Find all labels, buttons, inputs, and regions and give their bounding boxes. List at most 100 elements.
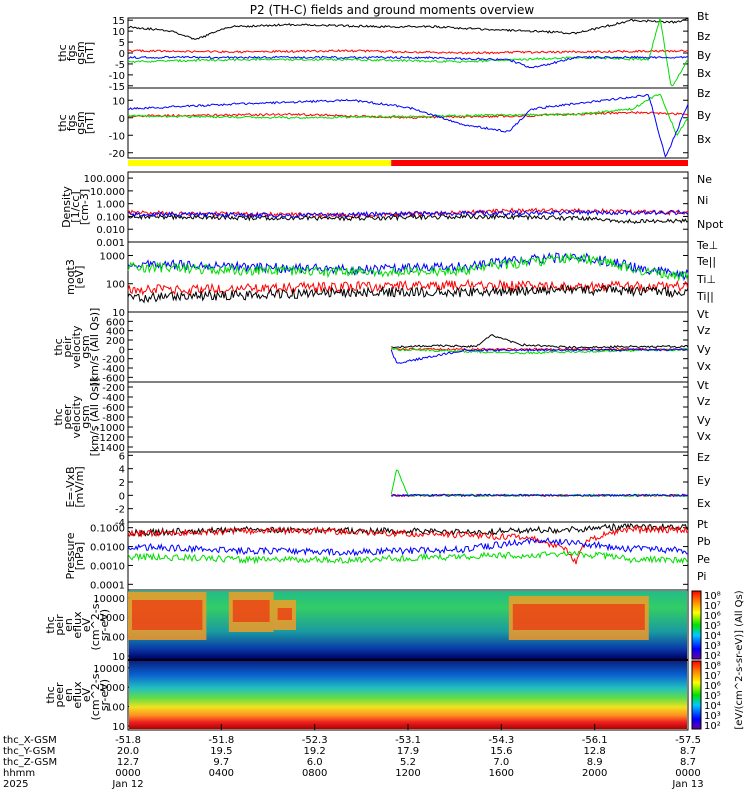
colorbar-tick-label: 10⁶ (704, 681, 721, 692)
y-tick-label: 100 (106, 703, 125, 714)
legend-entry: Ex (697, 497, 711, 510)
y-tick-label: -800 (102, 413, 125, 424)
y-tick-label: 1.000 (96, 200, 125, 211)
y-tick-label: 10 (112, 308, 125, 319)
y-tick-label: -4 (115, 518, 125, 529)
legend-entry: Vy (697, 414, 711, 427)
x-axis-row-label: hhmm (3, 768, 35, 779)
y-axis-label: en (62, 688, 75, 702)
legend-entry: By (697, 49, 712, 62)
series-ey-line (390, 469, 689, 498)
series-bz-line (127, 49, 689, 55)
y-axis-label: [cm-3] (78, 189, 91, 225)
x-axis-value: 6.0 (307, 757, 323, 768)
y-axis-label: Density (60, 186, 73, 228)
y-tick-label: 10 (112, 652, 125, 663)
y-axis-label: en (62, 618, 75, 632)
series-vx-line (390, 348, 689, 364)
y-tick-label: 0 (119, 491, 125, 502)
x-axis-value: 12.7 (117, 757, 139, 768)
y-axis-label: gsm (74, 111, 87, 134)
y-tick-label: -1200 (96, 433, 125, 444)
series-vt-line (391, 334, 689, 349)
x-axis-value: 20.0 (117, 746, 139, 757)
y-axis-label: thc (52, 338, 65, 355)
series-bx-line (127, 55, 688, 69)
colorbar-tick-label: 10⁷ (704, 671, 721, 682)
legend-entry: Ni (697, 194, 708, 207)
series-ex-line (391, 493, 689, 498)
y-axis-label: sr-eV) (98, 609, 111, 641)
series-ti-line (127, 252, 689, 282)
series-pb-line (127, 524, 689, 565)
legend-entry: Pi (697, 570, 706, 583)
colorbar-tick-label: 10⁶ (704, 611, 721, 622)
x-axis-value: -51.8 (208, 735, 234, 746)
y-axis-label: gsm (79, 335, 92, 358)
y-tick-label: 10 (112, 27, 125, 38)
legend-entry: Npot (697, 218, 724, 231)
x-axis-value: -54.3 (488, 735, 514, 746)
legend-entry: Bt (697, 10, 710, 23)
y-tick-label: -5 (115, 60, 125, 71)
y-tick-label: -400 (102, 364, 125, 375)
panel-frame (127, 87, 689, 159)
y-tick-label: 100 (106, 280, 125, 291)
y-tick-label: -1400 (96, 443, 125, 454)
series-vz-line (391, 347, 689, 352)
legend-entry: Vt (697, 308, 710, 321)
legend-entry: Vz (697, 324, 711, 337)
y-tick-label: 200 (106, 336, 125, 347)
panel-frame (127, 241, 689, 313)
x-axis-value: -57.5 (675, 735, 701, 746)
y-axis-label: E=-VxB (64, 466, 77, 507)
legend-entry: By (697, 109, 712, 122)
x-axis-value: 0400 (209, 768, 234, 779)
y-tick-label: 600 (106, 317, 125, 328)
legend-entry: Vy (697, 343, 711, 356)
legend-entry: Te|| (696, 255, 716, 268)
x-axis-value: 0000 (675, 768, 700, 779)
y-axis-label: gsm (79, 405, 92, 428)
panels: thcfgsgsm[nT]151050-5-10-15BtBzByBxthcfg… (44, 10, 724, 733)
x-axis-value: Jan 13 (671, 779, 703, 790)
x-axis-value: 2000 (582, 768, 607, 779)
legend-entry: Vx (697, 360, 712, 373)
y-tick-label: 0.0100 (90, 543, 125, 554)
x-axis-value: 7.0 (493, 757, 509, 768)
x-axis-value: 12.8 (584, 746, 606, 757)
panel-frame (127, 451, 689, 523)
panel-density: Density[1/cc][cm-3] 100.000 10.000 1.0000.1… (60, 171, 724, 249)
legend-entry: Te⊥ (696, 239, 718, 252)
legend-entry: Pt (697, 518, 709, 531)
mode-bar-segment (128, 160, 392, 166)
legend-entry: Ez (697, 451, 710, 464)
y-tick-label: -15 (109, 82, 125, 93)
ion-spectrogram-core (132, 600, 203, 630)
legend-entry: Ey (697, 474, 711, 487)
x-axis-value: 15.6 (490, 746, 512, 757)
ion-spectrogram-core (232, 600, 270, 622)
y-tick-label: -10 (109, 131, 125, 142)
x-axis-row-label: thc_Z-GSM (3, 757, 57, 768)
panel-temperature: moqt3[eV] 1000 100 10 Te⊥ Te|| Ti⊥ Ti|| (64, 239, 718, 319)
y-tick-label: -400 (102, 393, 125, 404)
y-axis-label: eflux (71, 681, 84, 709)
y-tick-label: 1000 (100, 683, 125, 694)
y-axis-label: [nT] (83, 112, 96, 134)
colorbar-tick-label: 10⁴ (704, 631, 721, 642)
y-tick-label: 0 (119, 345, 125, 356)
series-te-line (127, 278, 689, 296)
x-axis-value: 1200 (395, 768, 420, 779)
legend-entry: Ti|| (696, 290, 714, 303)
x-axis-table: thc_X-GSM -51.8 -51.8 -52.3 -53.1 -54.3 -56.1 -… (3, 724, 704, 790)
mode-bar (128, 160, 688, 166)
y-tick-label: 0.001 (96, 238, 125, 249)
series-ni-line (127, 213, 689, 225)
x-axis-value: 19.5 (210, 746, 232, 757)
panel-frame (127, 171, 689, 243)
